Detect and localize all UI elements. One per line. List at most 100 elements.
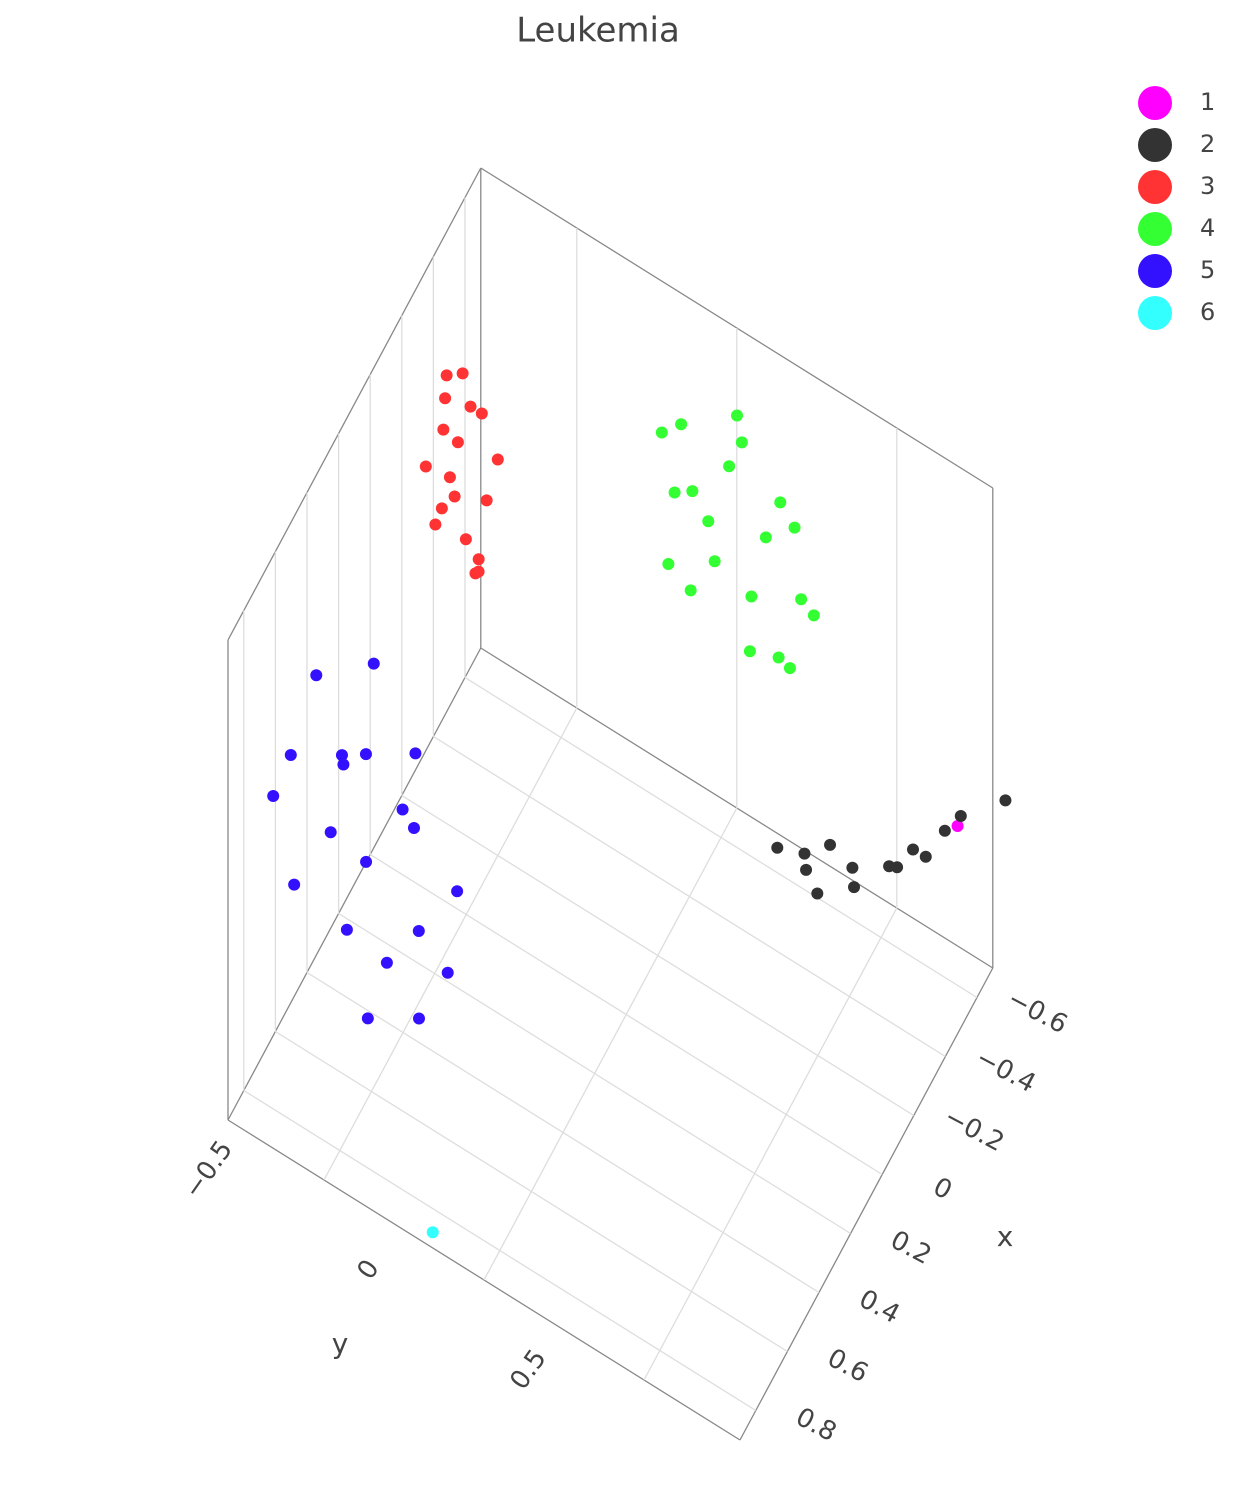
- grid-line: [323, 707, 578, 1181]
- point: [472, 565, 485, 578]
- chart-title: Leukemia: [516, 11, 680, 51]
- point: [429, 518, 442, 531]
- legend-label: 1: [1200, 88, 1215, 116]
- point: [491, 453, 504, 466]
- point: [412, 925, 425, 937]
- point: [413, 1012, 425, 1025]
- point: [359, 748, 372, 761]
- point: [310, 669, 323, 682]
- box-edge: [227, 167, 482, 641]
- point: [723, 460, 736, 473]
- y-tick-label: 0.5: [504, 1344, 552, 1395]
- point: [361, 1012, 374, 1025]
- legend-marker: [1138, 212, 1172, 246]
- point: [409, 747, 422, 760]
- point: [439, 392, 452, 405]
- point: [324, 826, 337, 839]
- y-tick-label: 0: [352, 1254, 386, 1285]
- point: [426, 1226, 439, 1239]
- point: [288, 878, 301, 891]
- point: [735, 436, 748, 449]
- x-tick-label: 0.2: [886, 1225, 937, 1271]
- point: [731, 409, 743, 422]
- point: [686, 485, 699, 498]
- point: [407, 822, 420, 835]
- legend-label: 2: [1200, 130, 1215, 158]
- point: [456, 367, 469, 380]
- point: [771, 841, 784, 854]
- point: [668, 486, 681, 499]
- point: [451, 885, 464, 898]
- point: [848, 881, 861, 894]
- point: [807, 609, 820, 622]
- point: [783, 662, 796, 675]
- point: [655, 426, 668, 439]
- legend-marker: [1138, 296, 1172, 330]
- point: [759, 531, 772, 544]
- legend-marker: [1138, 170, 1172, 204]
- point: [919, 850, 932, 863]
- point: [480, 494, 493, 507]
- legend-marker: [1138, 128, 1172, 162]
- x-tick-label: 0.4: [854, 1284, 905, 1330]
- legend-marker: [1138, 86, 1172, 120]
- point: [475, 407, 488, 420]
- legend-label: 6: [1200, 298, 1215, 326]
- point: [824, 838, 837, 851]
- point: [396, 803, 409, 816]
- y-axis-label: y: [332, 1327, 349, 1360]
- point: [684, 584, 697, 597]
- point: [702, 515, 715, 528]
- grid-line: [643, 907, 898, 1381]
- point: [798, 847, 811, 860]
- point: [954, 810, 967, 822]
- x-tick-label: −0.6: [1002, 984, 1072, 1040]
- point: [772, 651, 785, 664]
- point: [891, 861, 904, 874]
- point: [335, 749, 348, 762]
- x-tick-label: 0: [928, 1172, 957, 1206]
- point: [907, 843, 919, 856]
- box-edge: [227, 647, 482, 1121]
- point: [440, 369, 453, 382]
- point: [337, 758, 350, 771]
- point: [441, 966, 454, 979]
- point: [662, 558, 675, 571]
- point: [284, 749, 297, 761]
- point: [360, 855, 373, 868]
- point: [419, 460, 432, 473]
- x-tick-label: 0.8: [791, 1402, 842, 1448]
- point: [788, 521, 801, 534]
- point: [267, 789, 280, 802]
- point: [951, 820, 964, 832]
- x-tick-label: 0.6: [822, 1343, 873, 1389]
- x-axis-label: x: [997, 1220, 1014, 1253]
- box-edge: [739, 967, 994, 1441]
- point: [451, 436, 464, 449]
- point: [708, 555, 721, 568]
- legend-label: 4: [1200, 214, 1215, 242]
- point: [443, 471, 456, 484]
- point: [745, 590, 758, 603]
- point: [448, 490, 461, 503]
- point: [464, 400, 477, 413]
- point: [795, 593, 808, 606]
- point: [938, 824, 951, 837]
- point: [380, 956, 393, 969]
- point: [800, 863, 813, 876]
- point: [459, 533, 472, 546]
- point: [340, 923, 353, 936]
- point: [472, 553, 485, 566]
- point: [437, 423, 450, 436]
- legend-label: 3: [1200, 172, 1215, 200]
- point: [675, 418, 688, 431]
- point: [435, 502, 448, 515]
- grid-line: [483, 807, 738, 1281]
- point: [774, 496, 787, 509]
- point: [743, 645, 756, 658]
- y-tick-label: −0.5: [178, 1135, 239, 1204]
- point: [367, 657, 380, 670]
- x-tick-label: −0.4: [971, 1043, 1041, 1099]
